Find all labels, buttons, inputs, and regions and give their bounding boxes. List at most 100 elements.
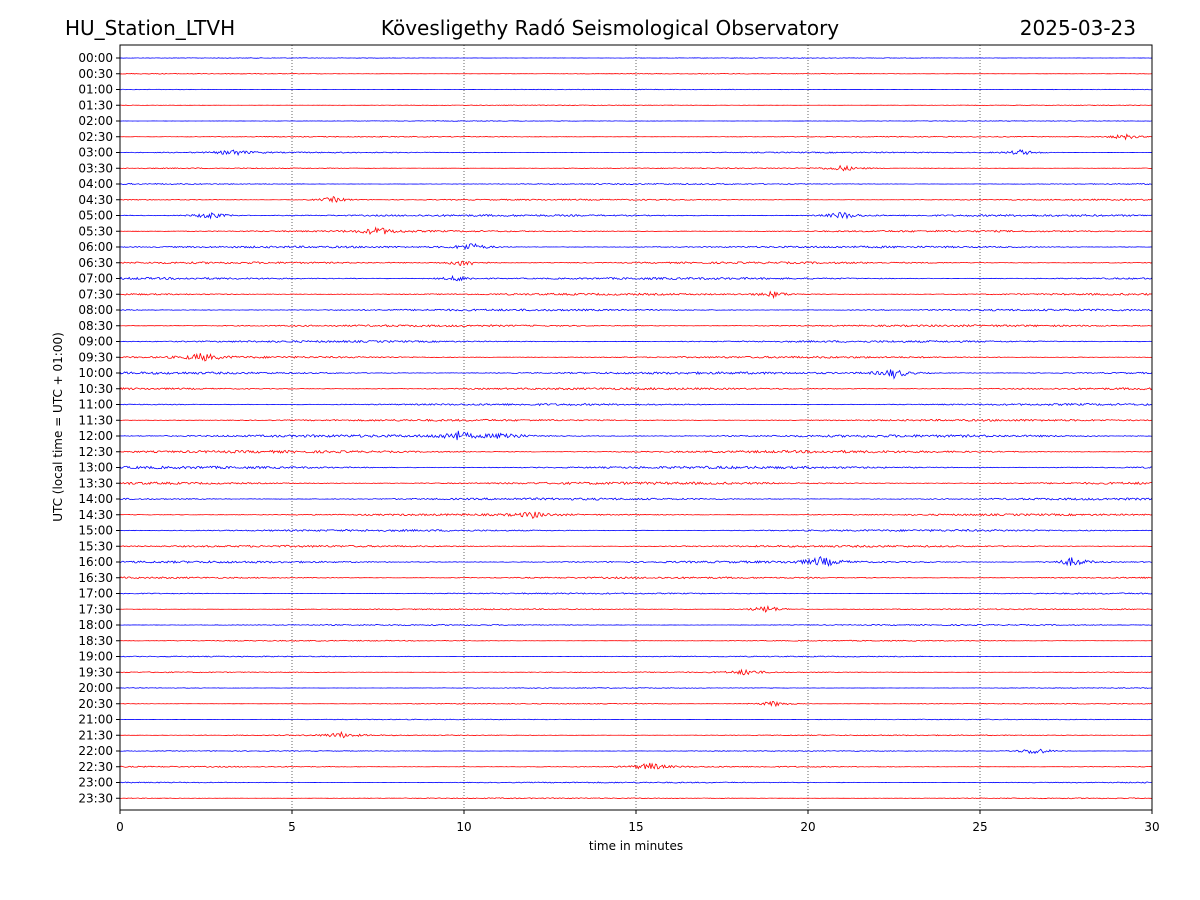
- y-tick-label: 17:30: [78, 602, 113, 616]
- trace-1730: [119, 604, 1153, 613]
- trace-1430: [119, 511, 1153, 519]
- trace-0800: [119, 308, 1153, 312]
- y-tick-label: 10:00: [78, 366, 113, 380]
- y-tick-label: 08:00: [78, 303, 113, 317]
- y-tick-label: 04:00: [78, 177, 113, 191]
- trace-1200: [119, 430, 1153, 441]
- y-tick-label: 16:00: [78, 555, 113, 569]
- trace-1800: [119, 623, 1153, 627]
- chart-title: Kövesligethy Radó Seismological Observat…: [380, 16, 840, 40]
- trace-1530: [119, 544, 1153, 548]
- y-axis-label: UTC (local time = UTC + 01:00): [51, 332, 65, 522]
- y-tick-label: 20:30: [78, 697, 113, 711]
- trace-1930: [119, 668, 1153, 676]
- y-tick-label: 12:30: [78, 445, 113, 459]
- y-tick-label: 09:00: [78, 335, 113, 349]
- y-tick-label: 18:00: [78, 618, 113, 632]
- y-tick-label: 15:30: [78, 539, 113, 553]
- y-tick-label: 10:30: [78, 382, 113, 396]
- x-tick-label: 0: [116, 820, 124, 834]
- trace-2200: [119, 748, 1153, 755]
- grid-lines: [291, 45, 981, 810]
- trace-1630: [119, 576, 1153, 580]
- trace-2100: [119, 718, 1153, 721]
- x-axis-label: time in minutes: [589, 839, 683, 853]
- trace-1330: [119, 481, 1153, 486]
- y-tick-label: 14:30: [78, 508, 113, 522]
- y-tick-label: 06:00: [78, 240, 113, 254]
- y-tick-label: 11:00: [78, 398, 113, 412]
- x-tick-label: 10: [456, 820, 471, 834]
- y-tick-label: 20:00: [78, 681, 113, 695]
- x-tick-label: 5: [288, 820, 296, 834]
- trace-2000: [119, 687, 1153, 689]
- chart-date: 2025-03-23: [1019, 16, 1136, 40]
- trace-2330: [119, 797, 1153, 800]
- y-tick-label: 04:30: [78, 193, 113, 207]
- y-tick-label: 19:00: [78, 650, 113, 664]
- y-tick-label: 16:30: [78, 571, 113, 585]
- y-tick-label: 07:30: [78, 287, 113, 301]
- y-tick-label: 13:00: [78, 461, 113, 475]
- y-tick-label: 03:00: [78, 146, 113, 160]
- x-tick-label: 15: [628, 820, 643, 834]
- trace-0600: [119, 242, 1153, 250]
- x-tick-label: 25: [972, 820, 987, 834]
- trace-1700: [119, 592, 1153, 595]
- y-tick-label: 06:30: [78, 256, 113, 270]
- trace-0130: [119, 104, 1153, 106]
- y-tick-label: 08:30: [78, 319, 113, 333]
- trace-1900: [119, 655, 1153, 658]
- x-tick-label: 20: [800, 820, 815, 834]
- y-tick-label: 12:00: [78, 429, 113, 443]
- trace-0630: [119, 260, 1153, 266]
- trace-0330: [119, 164, 1153, 172]
- trace-1000: [119, 369, 1153, 380]
- x-axis-ticks: 0 5 10 15 20 25 30: [116, 810, 1160, 834]
- y-tick-label: 14:00: [78, 492, 113, 506]
- trace-0000: [119, 57, 1153, 59]
- y-tick-label: 01:30: [78, 98, 113, 112]
- trace-0930: [119, 352, 1153, 362]
- trace-0400: [119, 182, 1153, 186]
- y-tick-label: 11:30: [78, 413, 113, 427]
- y-tick-label: 17:00: [78, 587, 113, 601]
- y-tick-label: 18:30: [78, 634, 113, 648]
- trace-2130: [119, 730, 1153, 739]
- trace-0200: [119, 120, 1153, 122]
- trace-1130: [119, 418, 1153, 422]
- y-tick-label: 21:30: [78, 728, 113, 742]
- station-name: HU_Station_LTVH: [65, 16, 236, 40]
- trace-0530: [119, 226, 1153, 236]
- y-tick-label: 22:00: [78, 744, 113, 758]
- y-tick-label: 02:00: [78, 114, 113, 128]
- y-tick-label: 23:00: [78, 776, 113, 790]
- trace-2030: [119, 700, 1153, 708]
- y-tick-label: 02:30: [78, 130, 113, 144]
- trace-1030: [119, 387, 1153, 391]
- y-tick-label: 13:30: [78, 476, 113, 490]
- trace-0300: [119, 149, 1153, 156]
- trace-2230: [119, 762, 1153, 770]
- trace-0500: [119, 211, 1153, 220]
- trace-1500: [119, 528, 1153, 533]
- y-tick-label: 15:00: [78, 524, 113, 538]
- y-tick-label: 05:00: [78, 209, 113, 223]
- trace-2300: [119, 781, 1153, 784]
- y-tick-label: 23:30: [78, 791, 113, 805]
- y-tick-label: 00:00: [78, 51, 113, 65]
- trace-0100: [119, 88, 1153, 91]
- trace-0900: [119, 339, 1153, 344]
- y-tick-label: 05:30: [78, 224, 113, 238]
- trace-0700: [119, 274, 1153, 282]
- x-tick-label: 30: [1144, 820, 1159, 834]
- trace-0430: [119, 195, 1153, 204]
- trace-0730: [119, 290, 1153, 300]
- trace-1300: [119, 465, 1153, 470]
- y-tick-label: 07:00: [78, 272, 113, 286]
- y-tick-label: 21:00: [78, 713, 113, 727]
- trace-1230: [119, 449, 1153, 454]
- trace-1600: [119, 556, 1153, 568]
- trace-0230: [119, 133, 1153, 141]
